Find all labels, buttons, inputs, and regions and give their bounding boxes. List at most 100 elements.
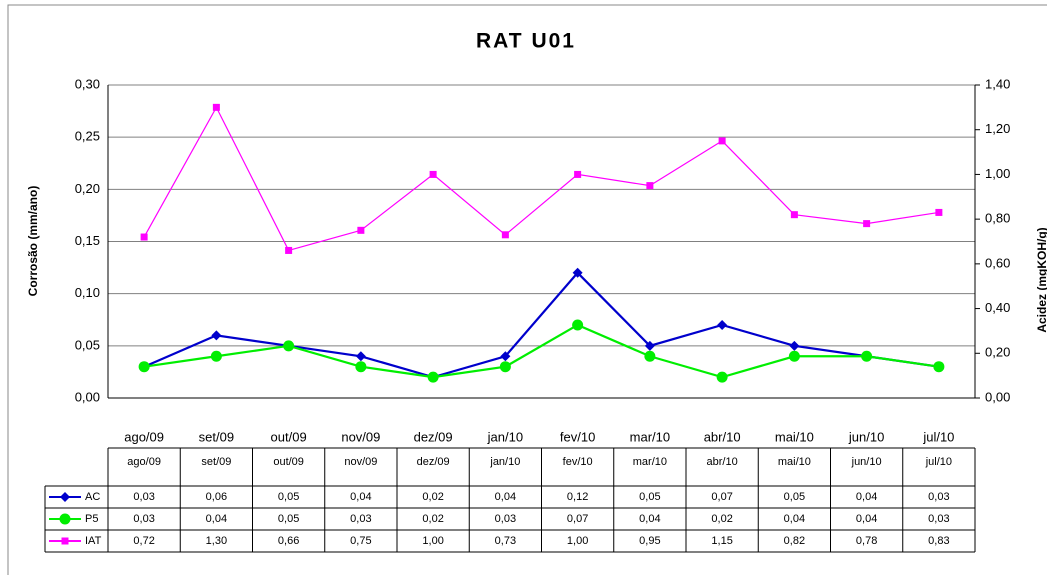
table-cell: 0,82 [784, 535, 805, 547]
table-cell: 0,05 [639, 491, 660, 503]
table-cell: 0,05 [278, 491, 299, 503]
table-cell: 0,07 [711, 491, 732, 503]
table-cell: 0,03 [928, 491, 949, 503]
series-line [143, 323, 940, 379]
point [572, 319, 584, 331]
table-cell: 0,03 [495, 513, 516, 525]
table-cell: 0,04 [206, 513, 227, 525]
y2-tick-label: 0,40 [985, 300, 1010, 315]
x-tick-label: jan/10 [487, 429, 523, 444]
legend-label: P5 [85, 513, 98, 525]
x-tick-label: jun/10 [848, 429, 884, 444]
point [499, 361, 511, 373]
point [138, 361, 150, 373]
table-cell: 0,02 [422, 491, 443, 503]
table-cell: 0,06 [206, 491, 227, 503]
y2-tick-label: 1,20 [985, 121, 1010, 136]
point [427, 371, 439, 383]
table-cell: 0,73 [495, 535, 516, 547]
table-cell: 0,66 [278, 535, 299, 547]
point [140, 233, 148, 241]
y2-tick-label: 0,00 [985, 389, 1010, 404]
table-cell: 0,05 [278, 513, 299, 525]
point [861, 350, 873, 362]
point [717, 319, 728, 330]
point [933, 361, 945, 373]
table-cell: 0,04 [856, 513, 877, 525]
x-tick-label: jul/10 [922, 429, 954, 444]
x-tick-label: mai/10 [775, 429, 814, 444]
table-cell: 0,12 [567, 491, 588, 503]
y-tick-label: 0,20 [75, 181, 100, 196]
table-cell: 0,78 [856, 535, 877, 547]
y-tick-label: 0,05 [75, 337, 100, 352]
table-header: jun/10 [851, 456, 882, 468]
point [355, 351, 366, 362]
point [789, 340, 800, 351]
point [61, 537, 69, 545]
point [283, 340, 295, 352]
y-tick-label: 0,00 [75, 389, 100, 404]
table-cell: 0,07 [567, 513, 588, 525]
point [212, 103, 220, 111]
y2-tick-label: 0,80 [985, 211, 1010, 226]
y-tick-label: 0,15 [75, 233, 100, 248]
point [788, 350, 800, 362]
point [357, 226, 365, 234]
y2-tick-label: 1,40 [985, 76, 1010, 91]
point [644, 350, 656, 362]
point [572, 267, 583, 278]
y-tick-label: 0,30 [75, 76, 100, 91]
point [285, 246, 293, 254]
table-cell: 1,00 [422, 535, 443, 547]
point [935, 208, 943, 216]
table-cell: 0,03 [928, 513, 949, 525]
x-tick-label: set/09 [199, 429, 234, 444]
table-header: mar/10 [633, 456, 667, 468]
legend-label: AC [85, 491, 100, 503]
table-cell: 0,04 [856, 491, 877, 503]
table-cell: 0,04 [639, 513, 660, 525]
point [60, 492, 70, 502]
y2-tick-label: 1,00 [985, 166, 1010, 181]
y2-axis-label: Acidez (mgKOH/g) [1035, 227, 1047, 332]
series-line [143, 106, 939, 252]
point [863, 220, 871, 228]
table-cell: 0,04 [784, 513, 805, 525]
table-cell: 0,04 [350, 491, 371, 503]
point [355, 361, 367, 373]
table-cell: 1,30 [206, 535, 227, 547]
x-tick-label: nov/09 [341, 429, 380, 444]
series-line [143, 271, 940, 379]
table-cell: 0,02 [711, 513, 732, 525]
y2-tick-label: 0,60 [985, 255, 1010, 270]
table-cell: 0,03 [133, 491, 154, 503]
table-cell: 1,15 [711, 535, 732, 547]
table-header: set/09 [201, 456, 231, 468]
table-cell: 0,95 [639, 535, 660, 547]
x-tick-label: fev/10 [560, 429, 595, 444]
x-tick-label: mar/10 [630, 429, 670, 444]
point [500, 351, 511, 362]
table-cell: 0,03 [350, 513, 371, 525]
table-header: mai/10 [778, 456, 811, 468]
point [211, 330, 222, 341]
x-tick-label: ago/09 [124, 429, 164, 444]
table-header: jul/10 [925, 456, 952, 468]
table-header: abr/10 [707, 456, 738, 468]
point [716, 371, 728, 383]
table-cell: 0,75 [350, 535, 371, 547]
table-cell: 0,05 [784, 491, 805, 503]
point [646, 182, 654, 190]
table-header: fev/10 [563, 456, 593, 468]
y-tick-label: 0,25 [75, 129, 100, 144]
point [790, 211, 798, 219]
table-cell: 0,03 [133, 513, 154, 525]
chart-border [7, 4, 1047, 575]
legend-label: IAT [85, 535, 102, 547]
y-tick-label: 0,10 [75, 285, 100, 300]
table-cell: 0,83 [928, 535, 949, 547]
point [501, 231, 509, 239]
table-cell: 0,72 [133, 535, 154, 547]
